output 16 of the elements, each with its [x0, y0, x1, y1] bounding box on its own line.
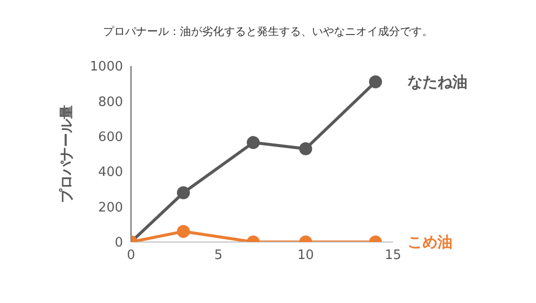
series-label: なたね油 — [408, 72, 468, 91]
y-tick-label: 600 — [98, 130, 123, 146]
x-tick-label: 15 — [384, 248, 402, 264]
x-tick-label: 10 — [297, 248, 314, 264]
y-tick-label: 0 — [114, 236, 123, 251]
series-label: こめ油 — [408, 233, 453, 251]
x-tick-label: 0 — [126, 248, 136, 264]
y-tick-label: 1000 — [90, 60, 123, 75]
y-tick-label: 800 — [98, 94, 123, 110]
y-tick-label: 200 — [98, 200, 123, 216]
y-axis-title: プロパナール量 — [58, 105, 75, 203]
point — [246, 136, 260, 150]
x-tick-label: 5 — [214, 248, 222, 264]
point — [299, 142, 312, 156]
chart-title: プロパナール：油が劣化すると発生する、いやなニオイ成分です。 — [102, 24, 434, 39]
y-tick-label: 400 — [98, 165, 123, 180]
